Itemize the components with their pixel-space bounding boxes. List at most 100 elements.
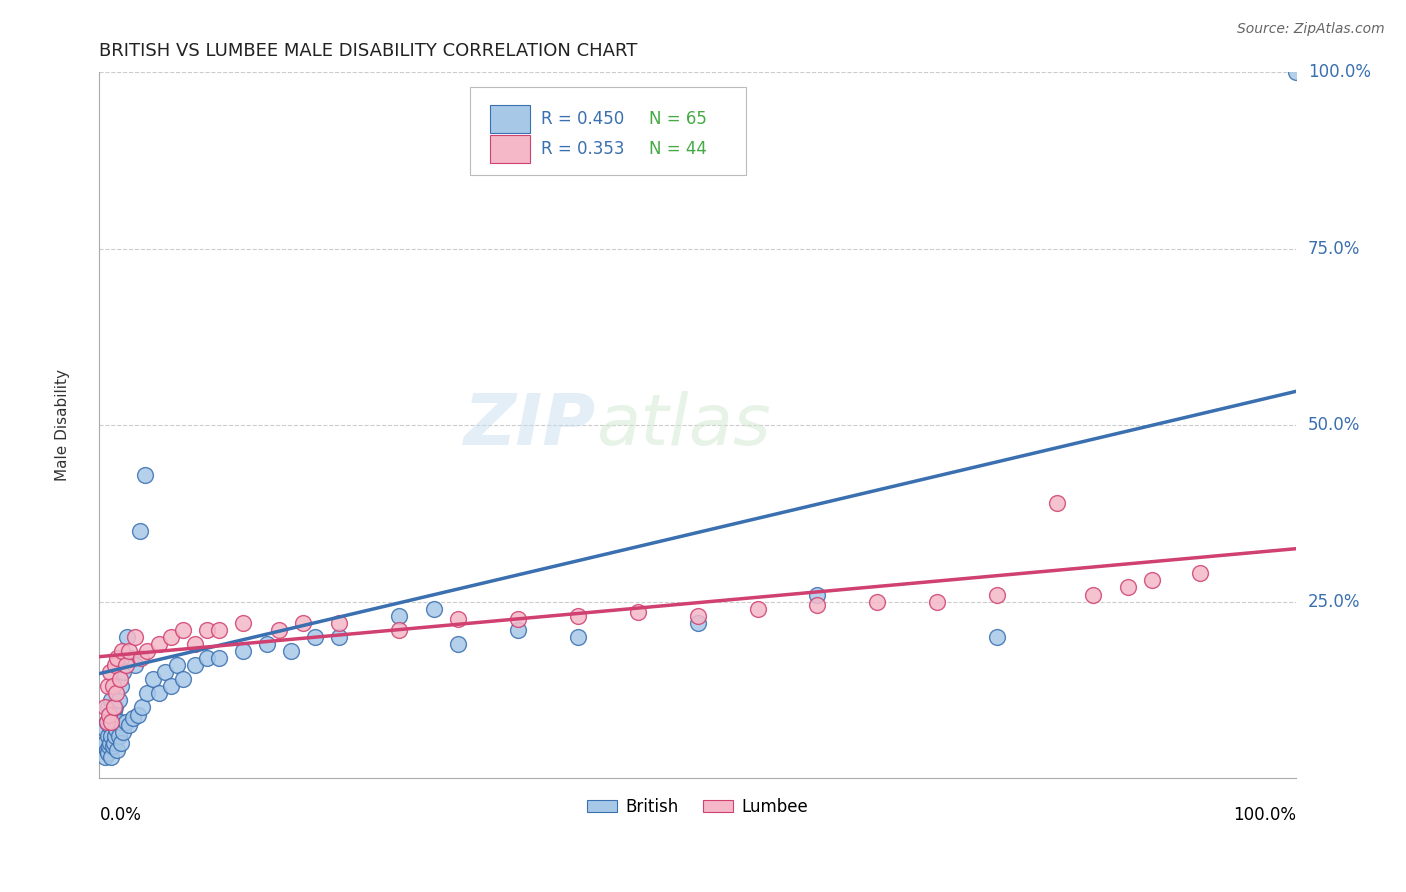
Point [94, 736, 117, 750]
Point [94, 749, 117, 764]
Point [148, 637, 170, 651]
Point [101, 679, 124, 693]
Point [105, 743, 128, 757]
Point [96, 714, 118, 729]
Point [97, 747, 120, 761]
Point [129, 651, 152, 665]
Point [94, 700, 117, 714]
FancyBboxPatch shape [489, 105, 530, 133]
Text: R = 0.450: R = 0.450 [541, 110, 624, 128]
Point [986, 588, 1008, 602]
Point [124, 630, 146, 644]
Text: Source: ZipAtlas.com: Source: ZipAtlas.com [1237, 22, 1385, 37]
Point [567, 630, 589, 644]
Text: 50.0%: 50.0% [1308, 417, 1361, 434]
Point [136, 686, 159, 700]
Point [98, 736, 121, 750]
Point [100, 749, 122, 764]
Point [96, 714, 118, 729]
Point [97, 729, 120, 743]
Point [100, 693, 122, 707]
Point [107, 693, 129, 707]
Point [111, 644, 134, 658]
Point [256, 637, 278, 651]
Point [508, 612, 530, 626]
Point [806, 598, 828, 612]
Point [1285, 65, 1308, 79]
Text: N = 65: N = 65 [648, 110, 707, 128]
Point [136, 644, 159, 658]
Point [508, 623, 530, 637]
Point [98, 707, 121, 722]
Point [112, 725, 135, 739]
Point [232, 644, 254, 658]
Point [108, 672, 131, 686]
Point [304, 630, 326, 644]
Point [986, 630, 1008, 644]
Point [114, 658, 136, 673]
Point [208, 623, 231, 637]
Legend: British, Lumbee: British, Lumbee [581, 791, 815, 822]
Text: 75.0%: 75.0% [1308, 240, 1361, 258]
Point [107, 729, 129, 743]
Point [100, 714, 122, 729]
Point [112, 665, 135, 680]
Text: 0.0%: 0.0% [100, 806, 141, 824]
FancyBboxPatch shape [489, 136, 530, 163]
Point [267, 623, 290, 637]
Point [195, 623, 218, 637]
Point [1118, 581, 1140, 595]
Point [100, 729, 122, 743]
Point [104, 700, 127, 714]
Point [627, 605, 650, 619]
Point [98, 665, 121, 680]
Point [142, 672, 165, 686]
Point [232, 615, 254, 630]
Point [160, 679, 183, 693]
Point [101, 739, 124, 754]
Point [110, 679, 132, 693]
Point [925, 594, 948, 608]
Point [114, 714, 136, 729]
Point [103, 700, 125, 714]
Point [447, 612, 470, 626]
Point [184, 658, 207, 673]
Point [1189, 566, 1212, 581]
Point [172, 623, 194, 637]
Point [387, 623, 409, 637]
Point [101, 711, 124, 725]
Point [129, 524, 152, 538]
Point [387, 608, 409, 623]
Point [134, 467, 156, 482]
Point [1081, 588, 1104, 602]
FancyBboxPatch shape [471, 87, 745, 175]
Point [184, 637, 207, 651]
Point [118, 644, 141, 658]
Point [110, 736, 132, 750]
Point [105, 651, 128, 665]
Point [97, 700, 120, 714]
Point [1046, 496, 1069, 510]
Point [105, 714, 128, 729]
Point [172, 672, 194, 686]
Text: ZIP: ZIP [464, 391, 596, 459]
Point [98, 739, 121, 754]
Text: 100.0%: 100.0% [1308, 63, 1371, 81]
Point [103, 736, 125, 750]
Point [103, 704, 125, 718]
Point [94, 722, 117, 736]
Point [98, 718, 121, 732]
Point [127, 707, 149, 722]
Point [96, 743, 118, 757]
Text: atlas: atlas [596, 391, 770, 459]
Text: N = 44: N = 44 [648, 140, 707, 159]
Point [104, 729, 127, 743]
Point [118, 718, 141, 732]
Point [105, 722, 128, 736]
Point [806, 588, 828, 602]
Point [120, 651, 142, 665]
Point [115, 630, 138, 644]
Point [686, 608, 709, 623]
Point [291, 615, 314, 630]
Point [195, 651, 218, 665]
